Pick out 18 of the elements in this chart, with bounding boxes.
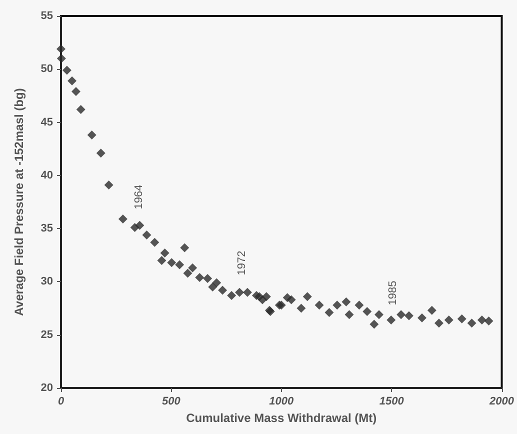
- y-tick-label: 25: [40, 328, 53, 341]
- annotation: 1985: [387, 280, 399, 306]
- x-tick-label: 2000: [488, 396, 515, 408]
- x-tick-label: 1000: [269, 396, 294, 408]
- y-tick-label: 40: [40, 169, 53, 182]
- annotation: 1972: [236, 250, 248, 276]
- y-tick-label: 20: [40, 382, 53, 394]
- y-tick-label: 45: [40, 116, 53, 128]
- x-axis-title: Cumulative Mass Withdrawal (Mt): [186, 410, 377, 425]
- y-tick-label: 30: [40, 276, 53, 288]
- x-tick-label: 1500: [379, 396, 405, 408]
- annotation: 1964: [133, 184, 145, 210]
- x-tick-label: 0: [58, 396, 65, 408]
- y-axis-title: Average Field Pressure at -152masl (bg): [12, 88, 26, 316]
- y-tick-label: 55: [40, 10, 53, 22]
- x-tick-label: 500: [162, 396, 182, 408]
- y-tick-label: 50: [40, 63, 53, 76]
- y-tick-label: 35: [40, 222, 53, 235]
